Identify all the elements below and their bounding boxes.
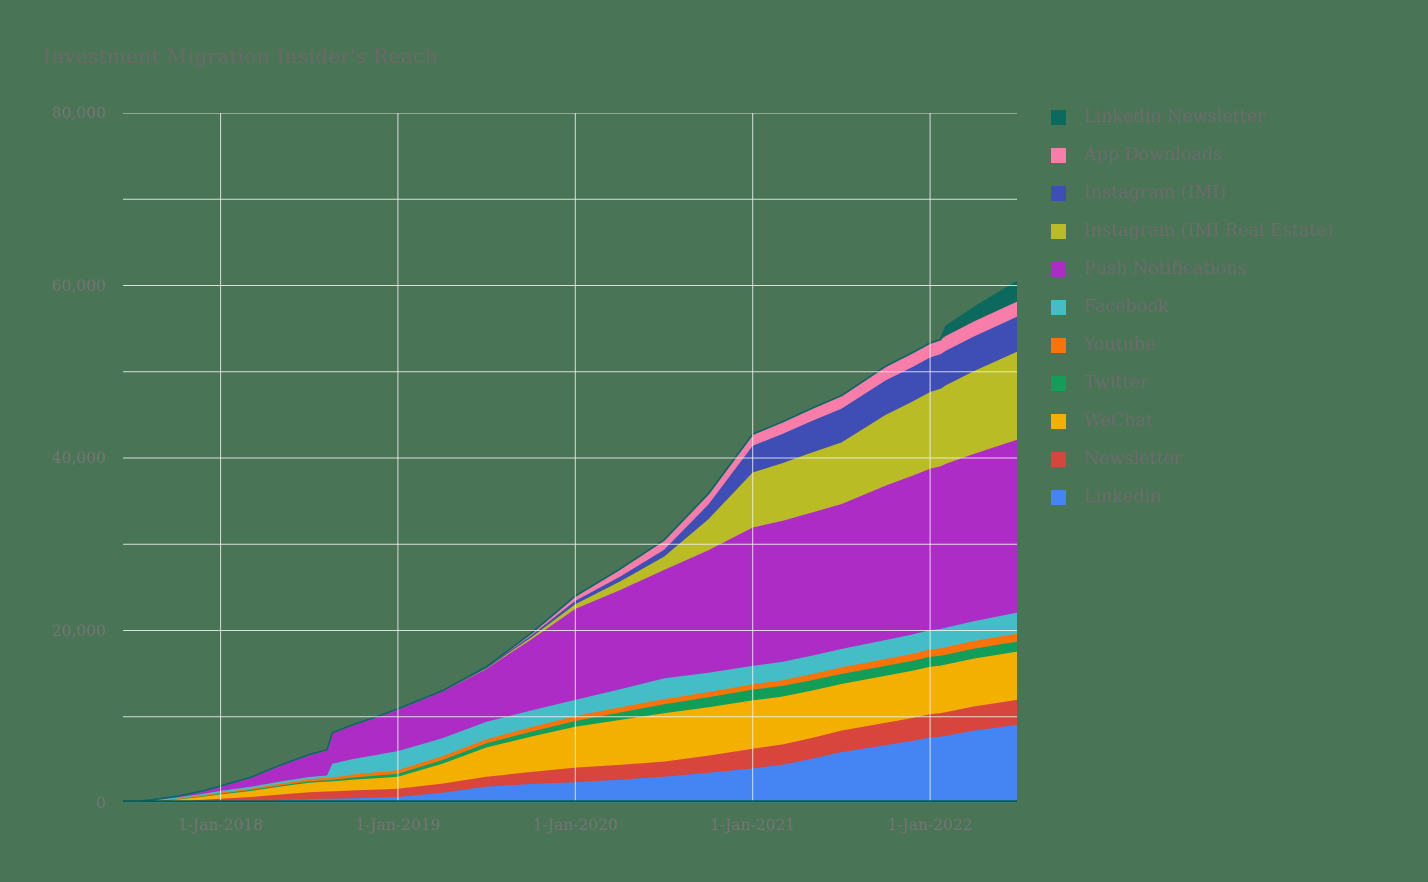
- legend-item: Linkedin Newsletter: [1051, 98, 1334, 136]
- legend-swatch-icon: [1051, 147, 1066, 163]
- area-series: [123, 316, 1017, 803]
- legend-item: Linkedin: [1051, 478, 1334, 516]
- legend-swatch-icon: [1051, 185, 1066, 201]
- legend-swatch-icon: [1051, 223, 1066, 239]
- legend-label: Push Notifications: [1084, 259, 1247, 279]
- legend-label: Instagram (IMI): [1084, 183, 1227, 203]
- legend-label: Twitter: [1084, 373, 1149, 393]
- legend-item: Facebook: [1051, 288, 1334, 326]
- legend-swatch-icon: [1051, 299, 1066, 315]
- legend-item: Newsletter: [1051, 440, 1334, 478]
- legend-label: Facebook: [1084, 297, 1169, 317]
- legend-item: Twitter: [1051, 364, 1334, 402]
- legend-swatch-icon: [1051, 109, 1066, 125]
- y-axis-label: 20,000: [51, 621, 106, 640]
- legend-swatch-icon: [1051, 489, 1066, 505]
- legend-swatch-icon: [1051, 337, 1066, 353]
- y-axis-label: 60,000: [51, 276, 106, 295]
- x-axis-label: 1-Jan-2021: [710, 816, 796, 834]
- legend-label: Newsletter: [1084, 449, 1183, 469]
- area-series: [123, 724, 1017, 803]
- x-axis-label: 1-Jan-2018: [177, 816, 264, 834]
- legend-item: Push Notifications: [1051, 250, 1334, 288]
- legend-label: App Downloads: [1084, 145, 1223, 165]
- x-axis-label: 1-Jan-2020: [532, 816, 618, 834]
- legend-swatch-icon: [1051, 413, 1066, 429]
- legend-swatch-icon: [1051, 375, 1066, 391]
- area-series: [123, 351, 1017, 803]
- legend: Linkedin Newsletter App Downloads Instagra…: [1051, 98, 1334, 516]
- x-axis-label: 1-Jan-2019: [355, 816, 441, 834]
- area-series: [123, 699, 1017, 803]
- plot-area: [123, 113, 1017, 803]
- legend-swatch-icon: [1051, 451, 1066, 467]
- legend-item: Youtube: [1051, 326, 1334, 364]
- legend-label: Youtube: [1084, 335, 1156, 355]
- chart-title: Investment Migration Insider's Reach: [43, 44, 438, 68]
- y-axis-label: 80,000: [51, 104, 106, 122]
- y-axis-label: 40,000: [51, 449, 106, 467]
- legend-item: Instagram (IMI): [1051, 174, 1334, 212]
- legend-label: Linkedin: [1084, 487, 1162, 507]
- legend-item: App Downloads: [1051, 136, 1334, 174]
- area-series: [123, 439, 1017, 803]
- y-axis-label: 0: [96, 794, 106, 812]
- x-axis-label: 1-Jan-2022: [887, 816, 973, 834]
- legend-item: WeChat: [1051, 402, 1334, 440]
- legend-swatch-icon: [1051, 261, 1066, 277]
- area-series-edge: [123, 280, 1017, 803]
- legend-label: Linkedin Newsletter: [1084, 107, 1266, 127]
- legend-item: Instagram (IMI Real Estate): [1051, 212, 1334, 250]
- legend-label: WeChat: [1084, 411, 1154, 431]
- area-series: [123, 301, 1017, 803]
- area-series: [123, 651, 1017, 803]
- legend-label: Instagram (IMI Real Estate): [1084, 221, 1334, 241]
